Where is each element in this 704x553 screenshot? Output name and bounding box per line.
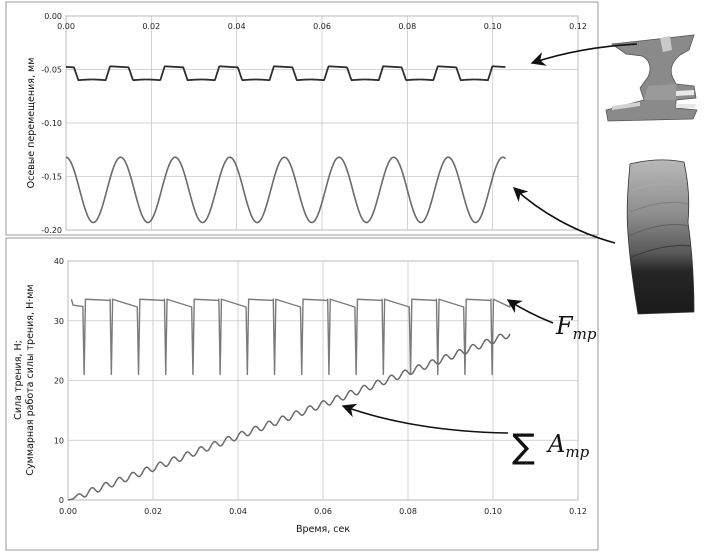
top-x-tick-label: 0.12 [569,22,587,31]
bottom-series [67,298,511,501]
bottom-y-tick-label: 10 [54,436,64,445]
top-chart: 0.00 0.02 0.04 0.06 0.08 0.10 0.12 0.00 -0.05 -0… [26,12,587,235]
sum-sign: ∑ [512,427,535,467]
top-x-tick-label: 0.02 [142,22,160,31]
friction-force-line [70,298,511,376]
top-series [65,65,507,224]
top-y-tick-label: -0.05 [41,66,62,75]
bottom-y-axis-label-line1: Сила трения, Н; [13,340,24,420]
top-y-axis-label: Осевые перемещения, мм [26,58,37,189]
cumulative-work-line [67,333,511,501]
f-subscript: тр [573,325,597,343]
top-x-tick-label: 0.10 [484,22,502,31]
friction-work-arrow [341,403,509,434]
bottom-y-tick-label: 0 [59,496,64,505]
a-subscript: тр [565,443,589,461]
top-x-tick-labels: 0.00 0.02 0.04 0.06 0.08 0.10 0.12 [57,22,587,31]
top-y-tick-label: 0.00 [44,12,62,21]
bottom-x-tick-label: 0.02 [144,507,162,516]
bottom-y-tick-label: 40 [54,257,64,266]
friction-force-annotation: Fтр [506,299,597,343]
top-grid [65,15,579,231]
shroud-part-image [530,34,698,122]
bottom-y-axis-label-line2: Суммарная работа силы трения, Н·мм [25,284,36,475]
friction-force-arrow [506,299,554,324]
bottom-x-tick-label: 0.00 [59,507,77,516]
f-symbol: F [555,312,574,340]
blade-arrow [512,187,616,244]
svg-text:Aтр: Aтр [546,430,590,461]
lower-displacement-line [65,156,507,224]
bottom-y-tick-label: 20 [54,377,64,386]
top-x-tick-label: 0.08 [398,22,416,31]
upper-displacement-line [65,65,506,82]
top-y-tick-labels: 0.00 -0.05 -0.10 -0.15 -0.20 [41,12,62,235]
svg-text:Fтр: Fтр [555,312,597,343]
blade-part-image [512,159,695,315]
bottom-x-tick-label: 0.06 [314,507,332,516]
top-x-tick-label: 0.06 [313,22,331,31]
bottom-x-axis-label: Время, сек [296,524,350,535]
top-y-tick-label: -0.20 [41,226,62,235]
a-symbol: A [546,430,565,458]
bottom-panel [5,237,599,551]
bottom-x-tick-label: 0.04 [229,507,247,516]
bottom-x-tick-label: 0.08 [399,507,417,516]
top-x-tick-label: 0.00 [57,22,75,31]
top-y-tick-label: -0.15 [41,173,62,182]
bottom-chart: 0.00 0.02 0.04 0.06 0.08 0.10 0.12 0 10 20 30 40 С… [13,257,587,535]
top-panel [5,1,599,236]
bottom-y-tick-label: 30 [54,317,64,326]
top-x-tick-label: 0.04 [228,22,246,31]
bottom-y-tick-labels: 0 10 20 30 40 [54,257,64,505]
bottom-x-tick-labels: 0.00 0.02 0.04 0.06 0.08 0.10 0.12 [59,507,587,516]
shroud-arrow [530,43,638,66]
top-y-tick-label: -0.10 [41,119,62,128]
friction-work-annotation: ∑ Aтр [341,403,590,467]
bottom-x-tick-label: 0.12 [569,507,587,516]
bottom-x-tick-label: 0.10 [484,507,502,516]
